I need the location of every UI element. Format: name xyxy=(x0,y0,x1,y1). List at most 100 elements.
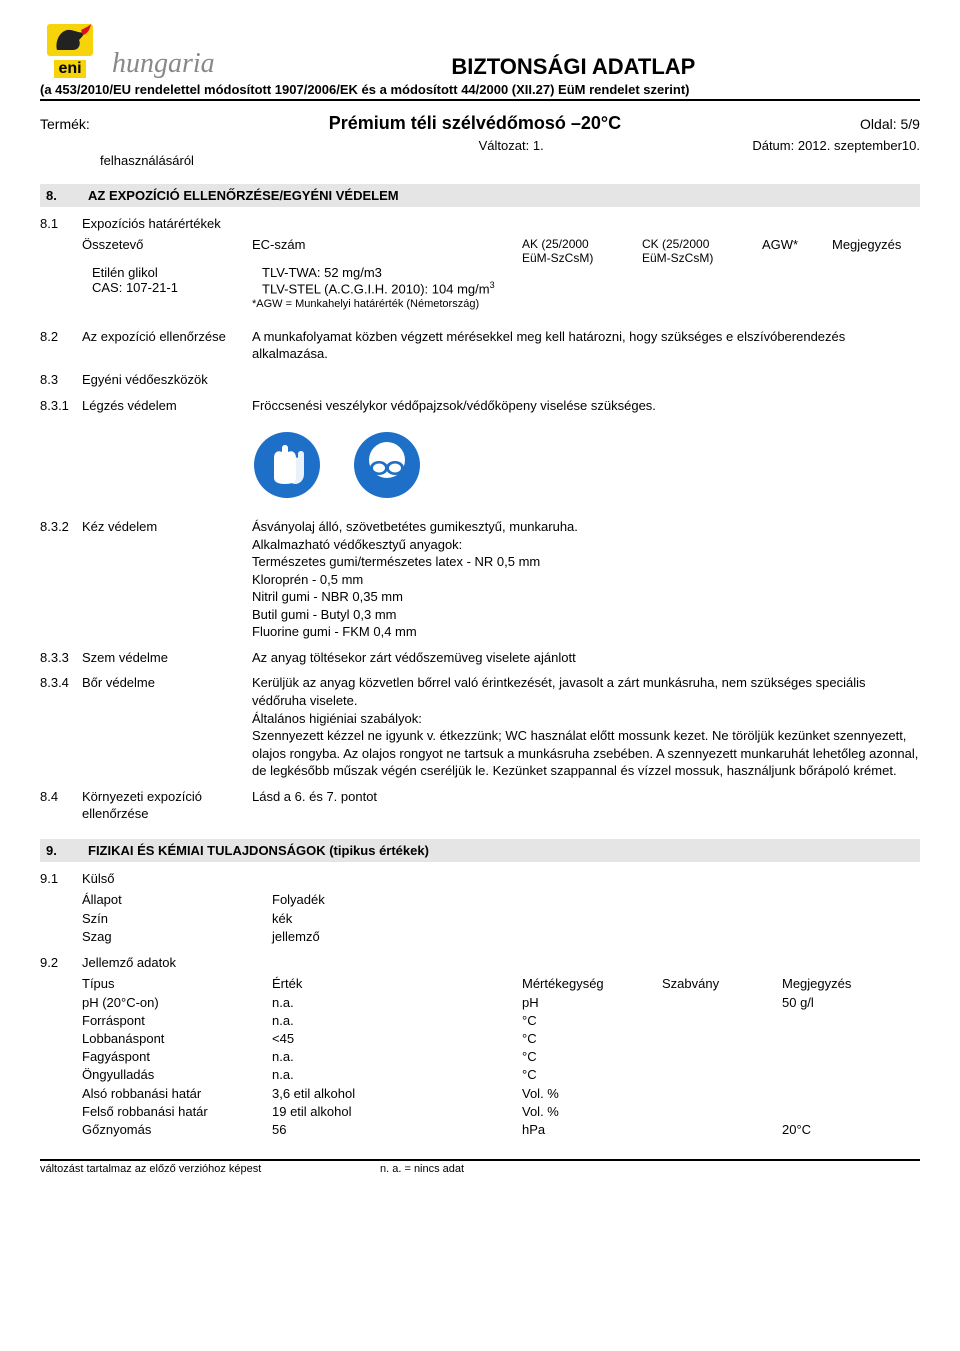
date: Dátum: 2012. szeptember10. xyxy=(752,138,920,153)
cell: hPa xyxy=(522,1121,662,1139)
label-8-3-3: Szem védelme xyxy=(82,649,252,667)
cell: TLV-TWA: 52 mg/m3 xyxy=(262,265,532,280)
physical-data-table: Típus Érték Mértékegység Szabvány Megjeg… xyxy=(82,975,920,1139)
row-8-4: 8.4 Környezeti expozíció ellenőrzése Lás… xyxy=(40,788,920,823)
cell: Lobbanáspont xyxy=(82,1030,272,1048)
cell: °C xyxy=(522,1066,662,1084)
header: eni hungaria BIZTONSÁGI ADATLAP xyxy=(40,20,920,80)
cell: Szag xyxy=(82,928,272,946)
table-row: Forráspontn.a.°C xyxy=(82,1012,920,1030)
body-8-4: Lásd a 6. és 7. pontot xyxy=(252,788,920,823)
hdr-ck2: EüM-SzCsM) xyxy=(642,251,713,265)
appearance-table: Állapot Folyadék Szín kék Szag jellemző xyxy=(82,891,920,946)
row-8-2: 8.2 Az expozíció ellenőrzése A munkafoly… xyxy=(40,328,920,363)
num-8-3: 8.3 xyxy=(40,371,82,389)
meta-row: Változat: 1. Dátum: 2012. szeptember10. xyxy=(40,138,920,153)
line: Kloroprén - 0,5 mm xyxy=(252,572,363,587)
cell: Forráspont xyxy=(82,1012,272,1030)
cell: CAS: 107-21-1 xyxy=(82,280,262,296)
cell: 50 g/l xyxy=(782,994,920,1012)
cell: kék xyxy=(272,910,522,928)
label-8-4: Környezeti expozíció ellenőrzése xyxy=(82,788,252,823)
table-row: pH (20°C-on)n.a.pH50 g/l xyxy=(82,994,920,1012)
agw-footnote: *AGW = Munkahelyi határérték (Németorszá… xyxy=(252,298,920,310)
section-9-num: 9. xyxy=(46,843,88,858)
hdr: Szabvány xyxy=(662,975,782,993)
label-8-3-2: Kéz védelem xyxy=(82,518,252,641)
table-row: CAS: 107-21-1 TLV-STEL (A.C.G.I.H. 2010)… xyxy=(82,280,920,296)
hdr: Mértékegység xyxy=(522,975,662,993)
hdr-ak: AK (25/2000 xyxy=(522,237,589,251)
product-label: Termék: xyxy=(40,116,90,132)
cell: jellemző xyxy=(272,928,522,946)
num-8-1: 8.1 xyxy=(40,215,82,233)
cell: 56 xyxy=(272,1121,522,1139)
cell: °C xyxy=(522,1012,662,1030)
hdr: Típus xyxy=(82,975,272,993)
table-row: Szag jellemző xyxy=(82,928,920,946)
num-8-4: 8.4 xyxy=(40,788,82,823)
cell: Gőznyomás xyxy=(82,1121,272,1139)
cell: pH xyxy=(522,994,662,1012)
num-8-2: 8.2 xyxy=(40,328,82,363)
cell xyxy=(662,1121,782,1139)
table-row: Fagyáspontn.a.°C xyxy=(82,1048,920,1066)
cell xyxy=(782,1012,920,1030)
table-row: Szín kék xyxy=(82,910,920,928)
document-title: BIZTONSÁGI ADATLAP xyxy=(227,54,920,80)
body-8-3-2: Ásványolaj álló, szövetbetétes gumikeszt… xyxy=(252,518,920,641)
table-row: Gőznyomás56hPa20°C xyxy=(82,1121,920,1139)
cell: Folyadék xyxy=(272,891,522,909)
carryover-text: felhasználásáról xyxy=(100,153,920,168)
section-9-header: 9. FIZIKAI ÉS KÉMIAI TULAJDONSÁGOK (tipi… xyxy=(40,839,920,862)
eni-dog-icon xyxy=(45,20,95,60)
table-row: Típus Érték Mértékegység Szabvány Megjeg… xyxy=(82,975,920,993)
cell: 19 etil alkohol xyxy=(272,1103,522,1121)
cell xyxy=(782,1030,920,1048)
label-8-2: Az expozíció ellenőrzése xyxy=(82,328,252,363)
product-row: Termék: Prémium téli szélvédőmosó –20°C … xyxy=(40,113,920,134)
cell xyxy=(782,1066,920,1084)
section-8-header: 8. AZ EXPOZÍCIÓ ELLENŐRZÉSE/EGYÉNI VÉDEL… xyxy=(40,184,920,207)
line: Természetes gumi/természetes latex - NR … xyxy=(252,554,540,569)
label-8-3-4: Bőr védelme xyxy=(82,674,252,779)
cell xyxy=(782,1103,920,1121)
body-8-3-3: Az anyag töltésekor zárt védőszemüveg vi… xyxy=(252,649,920,667)
version: Változat: 1. xyxy=(479,138,544,153)
cell: Fagyáspont xyxy=(82,1048,272,1066)
label-8-3: Egyéni védőeszközök xyxy=(82,371,252,389)
hdr-agw: AGW* xyxy=(762,237,832,265)
eni-logo: eni xyxy=(40,20,100,80)
cell: n.a. xyxy=(272,1048,522,1066)
goggles-icon xyxy=(352,430,422,500)
cell: Szín xyxy=(82,910,272,928)
cell xyxy=(662,1030,782,1048)
page-indicator: Oldal: 5/9 xyxy=(860,116,920,132)
table-row: Felső robbanási határ19 etil alkoholVol.… xyxy=(82,1103,920,1121)
line: Alkalmazható védőkesztyű anyagok: xyxy=(252,537,462,552)
section-8-title: AZ EXPOZÍCIÓ ELLENŐRZÉSE/EGYÉNI VÉDELEM xyxy=(88,188,399,203)
cell: °C xyxy=(522,1030,662,1048)
label-9-1: Külső xyxy=(82,870,252,888)
product-name: Prémium téli szélvédőmosó –20°C xyxy=(329,113,621,134)
table-row: Alsó robbanási határ3,6 etil alkoholVol.… xyxy=(82,1085,920,1103)
cell: 3,6 etil alkohol xyxy=(272,1085,522,1103)
body-8-3-4: Kerüljük az anyag közvetlen bőrrel való … xyxy=(252,674,920,779)
row-9-2: 9.2 Jellemző adatok xyxy=(40,954,920,972)
label-8-3-1: Légzés védelem xyxy=(82,397,252,415)
ppe-icons xyxy=(252,430,920,500)
cell: Állapot xyxy=(82,891,272,909)
cell: °C xyxy=(522,1048,662,1066)
cell xyxy=(662,994,782,1012)
table-row: Összetevő EC-szám AK (25/2000 EüM-SzCsM)… xyxy=(82,237,920,265)
cell: Öngyulladás xyxy=(82,1066,272,1084)
regulation-subhead: (a 453/2010/EU rendelettel módosított 19… xyxy=(40,80,920,101)
eni-text: eni xyxy=(54,60,85,78)
table-row: Etilén glikol TLV-TWA: 52 mg/m3 xyxy=(82,265,920,280)
cell: n.a. xyxy=(272,994,522,1012)
num-8-3-4: 8.3.4 xyxy=(40,674,82,779)
num-9-1: 9.1 xyxy=(40,870,82,888)
cell xyxy=(662,1048,782,1066)
section-9-title: FIZIKAI ÉS KÉMIAI TULAJDONSÁGOK (tipikus… xyxy=(88,843,429,858)
cell: Felső robbanási határ xyxy=(82,1103,272,1121)
